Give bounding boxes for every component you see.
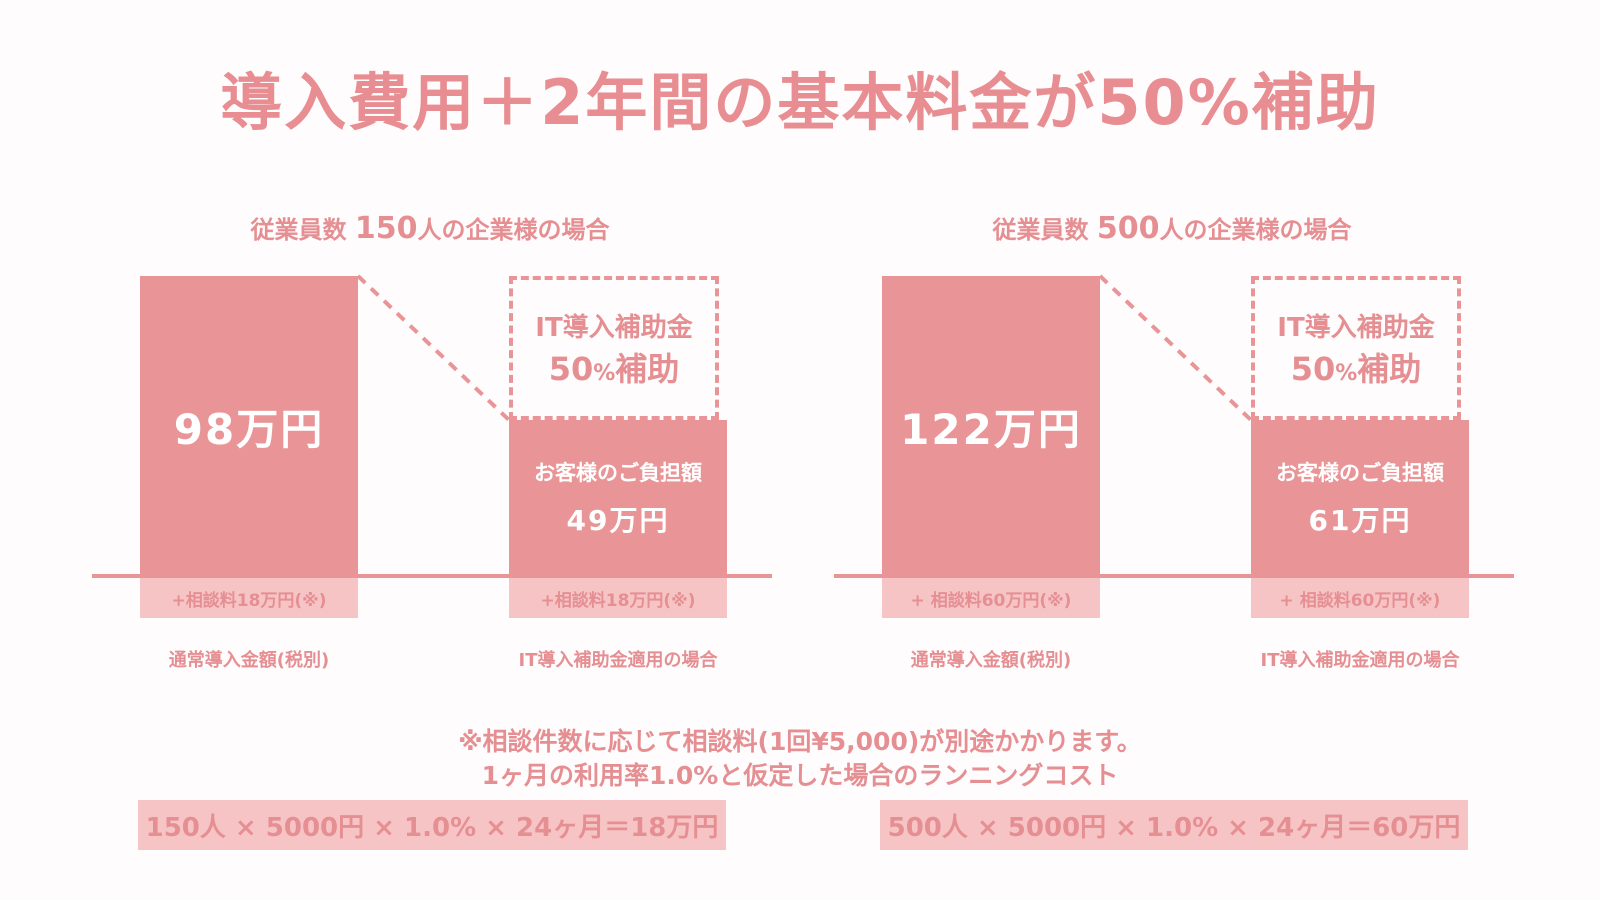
- panel-heading: 従業員数 500人の企業様の場合: [802, 210, 1542, 246]
- bar-normal-value: 98万円: [173, 404, 325, 454]
- heading-prefix: 従業員数: [250, 216, 355, 244]
- consult-fee-subsidy: +相談料18万円(※): [509, 578, 727, 618]
- comparison-panel-150: 従業員数 150人の企業様の場合 98万円 IT導入補助金 50%補助 お客様の…: [60, 0, 820, 700]
- customer-cost-label: お客様のご負担額: [1276, 461, 1444, 485]
- subsidy-box: IT導入補助金 50%補助: [1251, 276, 1461, 420]
- bar-normal-cost: 98万円: [140, 276, 358, 576]
- category-label-normal: 通常導入金額(税別): [168, 650, 330, 671]
- page-title: 導入費用＋2年間の基本料金が50%補助: [220, 66, 1380, 139]
- subsidy-rate: 50%補助: [1290, 349, 1422, 388]
- consult-fee-normal: +相談料18万円(※): [140, 578, 358, 618]
- bar-normal-cost: 122万円: [882, 276, 1100, 576]
- category-label-subsidy: IT導入補助金適用の場合: [1260, 650, 1460, 671]
- bar-normal-value: 122万円: [900, 404, 1082, 454]
- consultation-fee-note: ※相談件数に応じて相談料(1回¥5,000)が別途かかります。: [458, 727, 1142, 756]
- heading-prefix: 従業員数: [992, 216, 1097, 244]
- employee-count: 150: [354, 211, 418, 246]
- bar-customer-cost: お客様のご負担額 49万円: [509, 420, 727, 576]
- running-cost-note: 1ヶ月の利用率1.0%と仮定した場合のランニングコスト: [481, 761, 1119, 790]
- formula-150: 150人 × 5000円 × 1.0% × 24ヶ月＝18万円: [138, 800, 726, 850]
- customer-cost-value: 49万円: [566, 504, 670, 537]
- chart-baseline: [834, 574, 1514, 578]
- consult-fee-normal: + 相談料60万円(※): [882, 578, 1100, 618]
- employee-count: 500: [1096, 211, 1160, 246]
- category-label-normal: 通常導入金額(税別): [910, 650, 1072, 671]
- customer-cost-label: お客様のご負担額: [534, 461, 702, 485]
- heading-suffix: 人の企業様の場合: [417, 216, 610, 244]
- comparison-panel-500: 従業員数 500人の企業様の場合 122万円 IT導入補助金 50%補助 お客様…: [802, 0, 1562, 700]
- subsidy-label: IT導入補助金: [535, 312, 693, 343]
- subsidy-rate: 50%補助: [548, 349, 680, 388]
- panel-heading: 従業員数 150人の企業様の場合: [60, 210, 800, 246]
- chart-baseline: [92, 574, 772, 578]
- customer-cost-value: 61万円: [1308, 504, 1412, 537]
- heading-suffix: 人の企業様の場合: [1159, 216, 1352, 244]
- category-label-subsidy: IT導入補助金適用の場合: [518, 650, 718, 671]
- subsidy-label: IT導入補助金: [1277, 312, 1435, 343]
- formula-500: 500人 × 5000円 × 1.0% × 24ヶ月＝60万円: [880, 800, 1468, 850]
- subsidy-box: IT導入補助金 50%補助: [509, 276, 719, 420]
- bar-customer-cost: お客様のご負担額 61万円: [1251, 420, 1469, 576]
- consult-fee-subsidy: + 相談料60万円(※): [1251, 578, 1469, 618]
